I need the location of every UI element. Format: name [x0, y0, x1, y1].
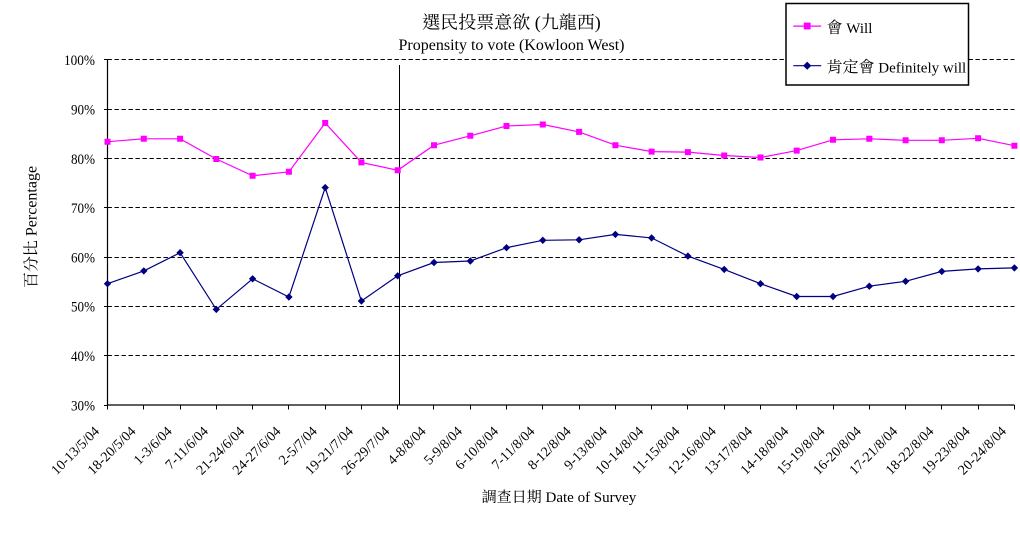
svg-text:60%: 60%: [71, 250, 95, 266]
svg-text:50%: 50%: [71, 300, 95, 316]
svg-text:Definitely will: Definitely will: [878, 60, 966, 76]
svg-text:40%: 40%: [71, 349, 95, 365]
svg-text:100%: 100%: [64, 53, 95, 69]
svg-text:70%: 70%: [71, 201, 95, 217]
svg-text:Date of Survey: Date of Survey: [546, 490, 637, 506]
svg-text:90%: 90%: [71, 103, 95, 119]
svg-text:Propensity to vote (Kowloon We: Propensity to vote (Kowloon West): [399, 37, 625, 54]
svg-text:Percentage: Percentage: [24, 166, 41, 236]
svg-text:(: (: [535, 13, 541, 34]
svg-text:30%: 30%: [71, 398, 95, 414]
svg-text:): ): [595, 13, 601, 34]
svg-text:Will: Will: [846, 21, 872, 37]
svg-text:80%: 80%: [71, 152, 95, 168]
